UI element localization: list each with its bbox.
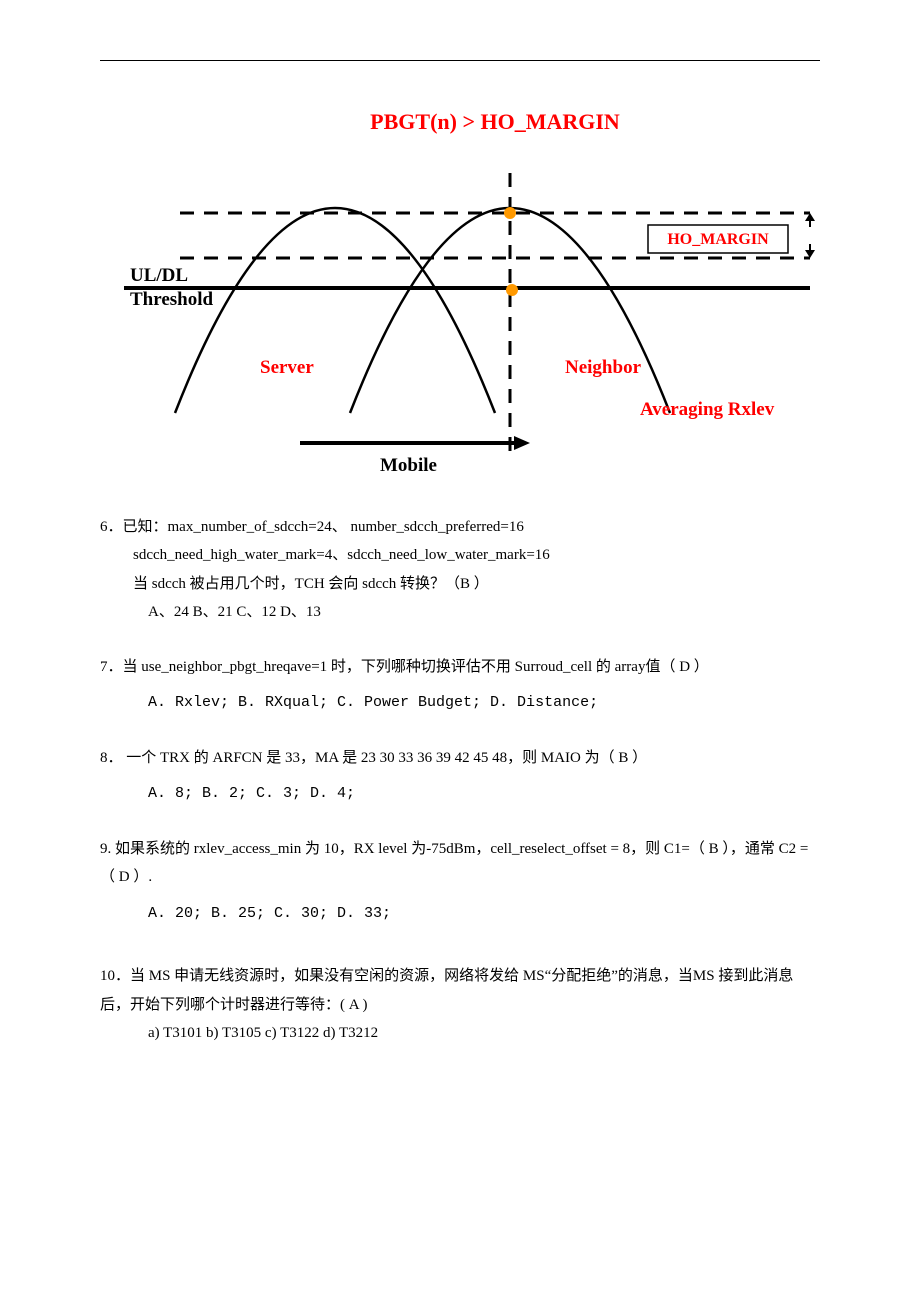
svg-text:HO_MARGIN: HO_MARGIN bbox=[667, 231, 769, 248]
question-8: 8． 一个 TRX 的 ARFCN 是 33，MA 是 23 30 33 36 … bbox=[100, 744, 820, 809]
q6-options: A、24 B、21 C、12 D、13 bbox=[100, 598, 820, 627]
question-7: 7．当 use_neighbor_pbgt_hreqave=1 时，下列哪种切换… bbox=[100, 653, 820, 718]
q6-line2: sdcch_need_high_water_mark=4、sdcch_need_… bbox=[100, 541, 820, 570]
q7-line1: 7．当 use_neighbor_pbgt_hreqave=1 时，下列哪种切换… bbox=[100, 653, 820, 682]
diagram-svg: HO_MARGIN UL/DL Threshold Server Neighbor Ave… bbox=[120, 153, 820, 483]
question-10: 10．当 MS 申请无线资源时，如果没有空闲的资源，网络将发给 MS“分配拒绝”… bbox=[100, 962, 820, 1048]
q6-line1: 6．已知：max_number_of_sdcch=24、 number_sdcc… bbox=[100, 513, 820, 542]
question-9: 9. 如果系统的 rxlev_access_min 为 10，RX level … bbox=[100, 835, 820, 929]
question-6: 6．已知：max_number_of_sdcch=24、 number_sdcc… bbox=[100, 513, 820, 627]
q10-options: a) T3101 b) T3105 c) T3122 d) T3212 bbox=[100, 1019, 820, 1048]
q8-line1: 8． 一个 TRX 的 ARFCN 是 33，MA 是 23 30 33 36 … bbox=[100, 744, 820, 773]
handover-diagram: PBGT(n) > HO_MARGIN HO_MARGIN UL/DL Thresh… bbox=[120, 101, 800, 483]
q9-line1: 9. 如果系统的 rxlev_access_min 为 10，RX level … bbox=[100, 835, 820, 892]
diagram-title: PBGT(n) > HO_MARGIN bbox=[120, 101, 800, 143]
q10-line1: 10．当 MS 申请无线资源时，如果没有空闲的资源，网络将发给 MS“分配拒绝”… bbox=[100, 962, 820, 1019]
top-rule bbox=[100, 60, 820, 61]
q8-options: A. 8; B. 2; C. 3; D. 4; bbox=[100, 780, 820, 809]
svg-text:Averaging Rxlev: Averaging Rxlev bbox=[640, 399, 775, 420]
svg-text:Server: Server bbox=[260, 357, 314, 378]
svg-text:UL/DL: UL/DL bbox=[130, 265, 188, 286]
q6-line3: 当 sdcch 被占用几个时，TCH 会向 sdcch 转换？（B ） bbox=[100, 570, 820, 599]
q9-options: A. 20; B. 25; C. 30; D. 33; bbox=[100, 900, 820, 929]
svg-text:Mobile: Mobile bbox=[380, 455, 437, 476]
svg-text:Threshold: Threshold bbox=[130, 289, 214, 310]
svg-text:Neighbor: Neighbor bbox=[565, 357, 642, 378]
q7-options: A. Rxlev; B. RXqual; C. Power Budget; D.… bbox=[100, 689, 820, 718]
